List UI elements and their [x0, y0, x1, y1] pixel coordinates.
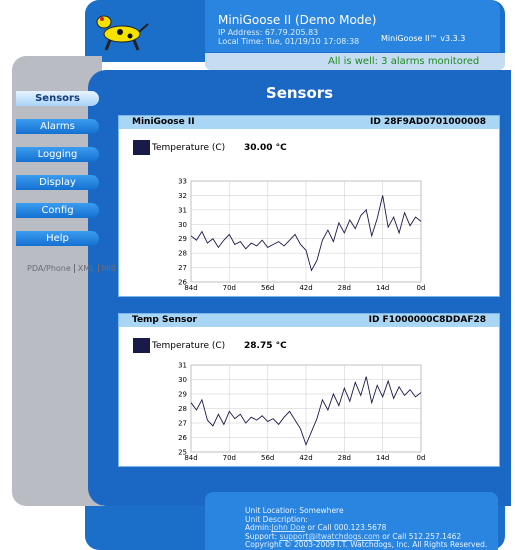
legend-swatch — [133, 140, 150, 155]
nav-button[interactable]: Sensors — [16, 91, 99, 106]
local-time: Local Time: Tue, 01/19/10 17:08:38 — [218, 37, 359, 46]
page: MiniGoose II (Demo Mode) IP Address: 67.… — [0, 0, 515, 550]
sensor-name: MiniGoose II — [132, 116, 195, 129]
reading-value: 28.75 °C — [244, 341, 287, 351]
x-tick-label: 42d — [299, 284, 312, 292]
status-text: All is well: 3 alarms monitored — [328, 56, 479, 67]
alt-link[interactable]: PDA/Phone — [24, 264, 75, 273]
y-tick-label: 27 — [178, 264, 187, 272]
y-tick-label: 27 — [178, 420, 187, 428]
nav-button[interactable]: Alarms — [16, 119, 99, 134]
nav-button[interactable]: Logging — [16, 147, 99, 162]
x-tick-label: 14d — [376, 454, 389, 462]
logo — [92, 10, 152, 52]
nav-button[interactable]: Help — [16, 231, 99, 246]
reading-value: 30.00 °C — [244, 143, 287, 153]
copyright: Copyright © 2003-2009 I.T. Watchdogs, In… — [245, 541, 487, 550]
x-tick-label: 56d — [261, 284, 274, 292]
x-tick-label: 0d — [417, 284, 426, 292]
footer-text: Unit Location: Somewhere Unit Descriptio… — [245, 507, 487, 550]
x-tick-label: 42d — [299, 454, 312, 462]
card-header: MiniGoose II ID 28F9AD0701000008 — [119, 116, 499, 129]
x-tick-label: 56d — [261, 454, 274, 462]
legend-swatch — [133, 338, 150, 353]
page-title: Sensors — [88, 84, 511, 102]
y-tick-label: 30 — [178, 221, 187, 229]
card-header: Temp Sensor ID F1000000C8DDAF28 — [119, 314, 499, 327]
y-tick-label: 32 — [178, 192, 187, 200]
sensor-id: ID 28F9AD0701000008 — [370, 116, 486, 129]
y-tick-label: 30 — [178, 376, 187, 384]
nav-button[interactable]: Display — [16, 175, 99, 190]
sensor-name: Temp Sensor — [132, 314, 197, 327]
sensor-card: MiniGoose II ID 28F9AD0701000008 Temperatu… — [118, 115, 500, 297]
y-tick-label: 31 — [178, 362, 187, 370]
sensor-id: ID F1000000C8DDAF28 — [369, 314, 486, 327]
x-tick-label: 70d — [223, 454, 236, 462]
x-tick-label: 28d — [338, 454, 351, 462]
y-tick-label: 28 — [178, 405, 187, 413]
ip-address: IP Address: 67.79.205.83 — [218, 28, 318, 37]
reading-label: Temperature (C) — [152, 341, 225, 351]
x-tick-label: 0d — [417, 454, 426, 462]
y-tick-label: 28 — [178, 250, 187, 258]
alt-link[interactable]: XML — [75, 264, 99, 273]
x-tick-label: 84d — [184, 284, 197, 292]
y-tick-label: 29 — [178, 235, 187, 243]
x-tick-label: 70d — [223, 284, 236, 292]
y-tick-label: 33 — [178, 178, 187, 186]
y-tick-label: 31 — [178, 206, 187, 214]
x-tick-label: 84d — [184, 454, 197, 462]
device-title: MiniGoose II (Demo Mode) — [218, 13, 376, 27]
sensor-card: Temp Sensor ID F1000000C8DDAF28 Temperatur… — [118, 313, 500, 467]
alt-link[interactable]: MIB — [99, 264, 120, 273]
y-tick-label: 26 — [178, 434, 187, 442]
version: MiniGoose II™ v3.3.3 — [381, 34, 465, 43]
nav-button[interactable]: Config — [16, 203, 99, 218]
x-tick-label: 14d — [376, 284, 389, 292]
x-tick-label: 28d — [338, 284, 351, 292]
y-tick-label: 29 — [178, 391, 187, 399]
reading-label: Temperature (C) — [152, 143, 225, 153]
